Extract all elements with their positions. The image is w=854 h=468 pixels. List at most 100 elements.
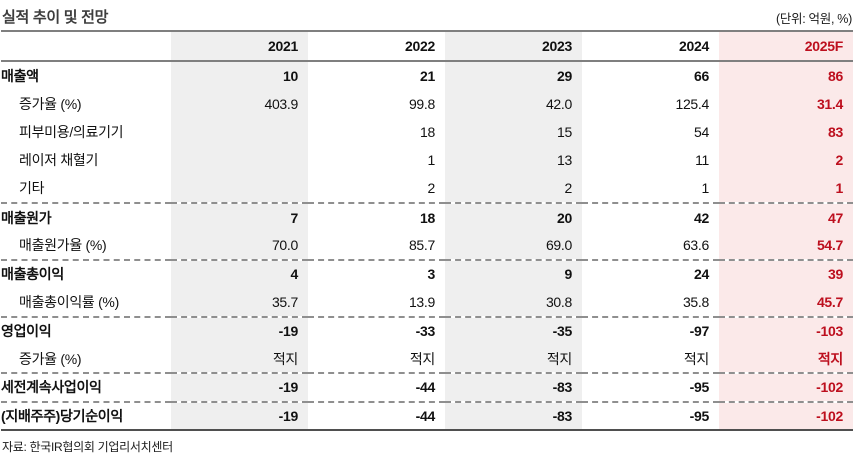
value-cell: -19 (171, 372, 308, 402)
value-cell: 125.4 (675, 95, 709, 112)
value-cell: 1 (427, 152, 436, 169)
value-cell: 적지 (683, 350, 709, 367)
value-cell: 7 (171, 201, 308, 232)
value-cell: 1 (719, 174, 853, 203)
value-cell: 24 (582, 258, 719, 289)
value-cell: -19 (171, 315, 308, 345)
value-cell: 2 (719, 146, 853, 175)
row-label: (지배주주)당기순이익 (1, 400, 171, 431)
row-label: 매출총이익률 (%) (1, 288, 171, 317)
value-cell: -102 (719, 400, 853, 431)
column-header-2023: 2023 (445, 31, 582, 62)
column-header-2021: 2021 (171, 31, 308, 62)
value-cell: 45.7 (719, 288, 853, 317)
value-cell: 20 (445, 201, 582, 232)
value-cell (171, 117, 308, 147)
value-cell: 403.9 (171, 89, 308, 118)
value-cell: 54.7 (719, 231, 853, 260)
value-cell: -44 (308, 400, 445, 431)
value-cell: 3 (308, 258, 445, 289)
value-cell: -97 (582, 315, 719, 345)
value-cell: 35.8 (682, 293, 709, 310)
title-bar: 실적 추이 및 전망 (단위: 억원, %) (1, 5, 853, 30)
value-cell: 54 (694, 123, 709, 140)
value-cell: 적지 (171, 344, 308, 374)
row-label: 세전계속사업이익 (1, 372, 171, 402)
value-cell: 99.8 (408, 95, 435, 112)
value-cell: 2 (445, 174, 582, 203)
table-row: 매출액 10 21 29 66 86 (1, 61, 853, 90)
value-cell: -103 (719, 315, 853, 345)
value-cell: 31.4 (719, 89, 853, 118)
value-cell: 18 (308, 201, 445, 232)
value-cell: 83 (719, 117, 853, 147)
table-row: 매출총이익 4 3 9 24 39 (1, 258, 853, 289)
value-cell: 1 (701, 180, 710, 197)
value-cell: 13 (445, 146, 582, 175)
value-cell: 적지 (445, 344, 582, 374)
value-cell: -95 (582, 400, 719, 431)
value-cell: -19 (171, 400, 308, 431)
row-label: 피부미용/의료기기 (1, 117, 171, 147)
value-cell: 11 (695, 152, 709, 169)
value-cell: -44 (308, 372, 445, 402)
row-label: 매출액 (1, 61, 171, 90)
value-cell: -83 (445, 372, 582, 402)
row-label: 증가율 (%) (1, 344, 171, 374)
table-row: 영업이익 -19 -33 -35 -97 -103 (1, 315, 853, 345)
column-header-2025F: 2025F (719, 31, 853, 62)
value-cell: 21 (420, 67, 435, 84)
value-cell: 2 (427, 180, 436, 197)
row-label: 레이저 채혈기 (1, 146, 171, 175)
value-cell: -33 (308, 315, 445, 345)
value-cell: 85.7 (408, 237, 435, 254)
table-row: (지배주주)당기순이익 -19 -44 -83 -95 -102 (1, 400, 853, 431)
value-cell: 30.8 (445, 288, 582, 317)
source-note: 자료: 한국IR협의회 기업리서치센터 (2, 440, 173, 455)
value-cell: 66 (694, 67, 709, 84)
value-cell: -95 (582, 372, 719, 402)
value-cell: 15 (445, 117, 582, 147)
financial-table: 2021 2022 2023 2024 2025F 매출액 10 21 29 66 86 증가율 (… (1, 30, 853, 432)
table-row: 매출총이익률 (%) 35.7 13.9 30.8 35.8 45.7 (1, 288, 853, 317)
value-cell: -102 (719, 372, 853, 402)
value-cell: 63.6 (682, 237, 709, 254)
value-cell: -35 (445, 315, 582, 345)
table-row: 증가율 (%) 적지 적지 적지 적지 적지 (1, 344, 853, 374)
column-header-2022: 2022 (308, 31, 445, 62)
value-cell: 69.0 (445, 231, 582, 260)
value-cell: 47 (719, 201, 853, 232)
table-body: 매출액 10 21 29 66 86 증가율 (%) 403.9 99.8 42.0 125.4 31… (1, 61, 853, 431)
row-label: 영업이익 (1, 315, 171, 345)
table-header: 2021 2022 2023 2024 2025F (1, 31, 853, 62)
unit-note: (단위: 억원, %) (775, 12, 852, 26)
table-row: 매출원가 7 18 20 42 47 (1, 201, 853, 232)
value-cell: 42.0 (445, 89, 582, 118)
row-label: 매출원가 (1, 201, 171, 232)
value-cell: 39 (719, 258, 853, 289)
value-cell: 29 (445, 61, 582, 90)
row-label: 매출원가율 (%) (1, 231, 171, 260)
table-row: 기타 2 2 1 1 (1, 174, 853, 203)
column-header-label (1, 31, 171, 62)
row-label: 매출총이익 (1, 258, 171, 289)
value-cell: 4 (171, 258, 308, 289)
table-title: 실적 추이 및 전망 (2, 9, 109, 26)
value-cell: 13.9 (408, 293, 435, 310)
row-label: 기타 (1, 174, 171, 203)
value-cell: 35.7 (171, 288, 308, 317)
table-row: 세전계속사업이익 -19 -44 -83 -95 -102 (1, 372, 853, 402)
column-header-2024: 2024 (582, 31, 719, 62)
value-cell: 70.0 (171, 231, 308, 260)
value-cell (171, 174, 308, 203)
value-cell: -83 (445, 400, 582, 431)
value-cell: 18 (420, 123, 435, 140)
value-cell: 10 (171, 61, 308, 90)
table-header-row: 2021 2022 2023 2024 2025F (1, 31, 853, 62)
table-row: 레이저 채혈기 1 13 11 2 (1, 146, 853, 175)
row-label: 증가율 (%) (1, 89, 171, 118)
value-cell: 적지 (409, 350, 435, 367)
value-cell: 42 (582, 201, 719, 232)
table-row: 피부미용/의료기기 18 15 54 83 (1, 117, 853, 147)
value-cell: 9 (445, 258, 582, 289)
